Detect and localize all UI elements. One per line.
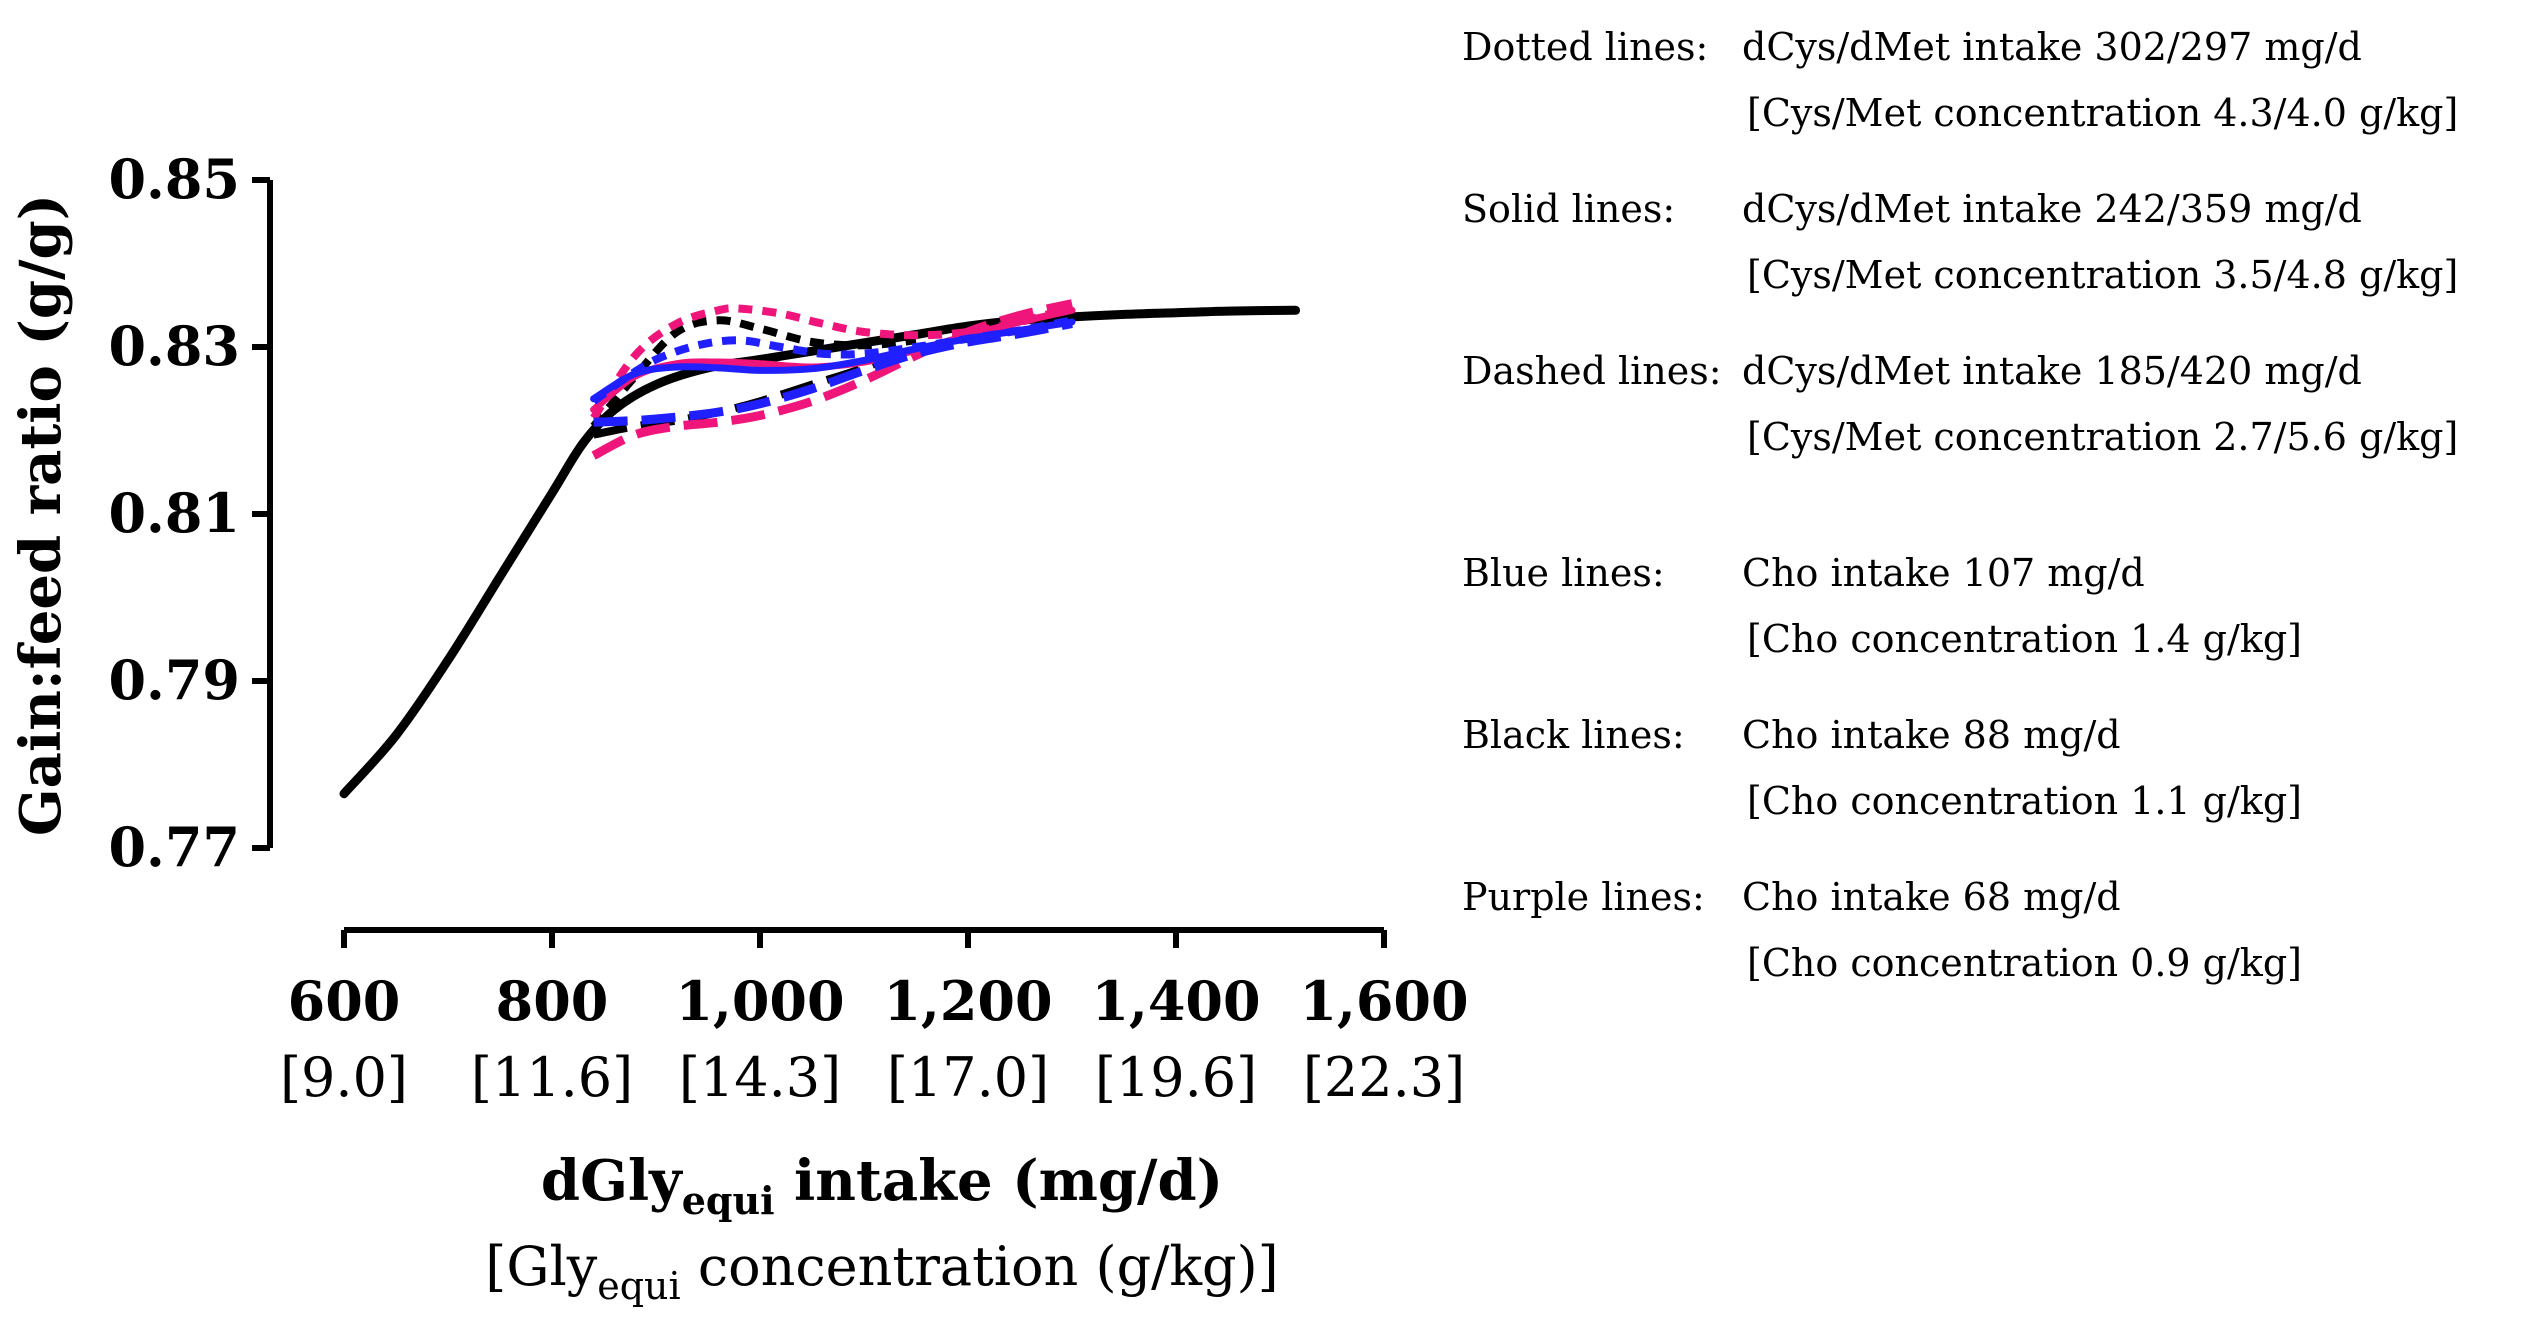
series-line-purple-dotted: [590, 303, 1074, 421]
y-tick-label: 0.81: [108, 481, 240, 545]
legend-sub: [Cys/Met concentration 3.5/4.8 g/kg]: [1747, 253, 2459, 297]
legend-sub: [Cys/Met concentration 2.7/5.6 g/kg]: [1747, 415, 2459, 459]
series-line-blue-solid: [590, 318, 1076, 403]
x-axis-subtitle-open: [Gly: [485, 1235, 597, 1298]
x-axis-title-subscript: equi: [682, 1178, 775, 1223]
axes-layer: [267, 180, 1384, 933]
legend-sub: [Cho concentration 0.9 g/kg]: [1747, 941, 2302, 985]
legend-desc: dCys/dMet intake 185/420 mg/d: [1742, 349, 2362, 393]
x-axis-title: dGlyequi intake (mg/d): [541, 1148, 1223, 1223]
y-tick-label: 0.79: [108, 648, 240, 712]
x-axis-title-main: dGly: [541, 1148, 683, 1214]
x-axis-subtitle-rest: concentration (g/kg)]: [681, 1235, 1279, 1298]
legend-desc: Cho intake 88 mg/d: [1742, 713, 2121, 757]
x-tick-sublabel: [11.6]: [471, 1046, 633, 1109]
legend-sub: [Cho concentration 1.1 g/kg]: [1747, 779, 2302, 823]
x-tick-sublabel: [17.0]: [887, 1046, 1049, 1109]
legend-entry-dotted: Dotted lines: dCys/dMet intake 302/297 mg…: [1462, 14, 2522, 146]
legend-sub: [Cho concentration 1.4 g/kg]: [1747, 617, 2302, 661]
series-line-black-solid: [339, 305, 1301, 799]
legend-desc: Cho intake 68 mg/d: [1742, 875, 2121, 919]
legend-key: Blue lines:: [1462, 551, 1665, 595]
x-tick-sublabel: [22.3]: [1303, 1046, 1465, 1109]
x-tick-label: 1,200: [883, 969, 1052, 1033]
legend-key: Solid lines:: [1462, 187, 1676, 231]
x-tick-sublabel: [9.0]: [280, 1046, 408, 1109]
legend: Dotted lines: dCys/dMet intake 302/297 mg…: [1462, 14, 2522, 996]
legend-sub: [Cys/Met concentration 4.3/4.0 g/kg]: [1747, 91, 2459, 135]
legend-entry-solid: Solid lines: dCys/dMet intake 242/359 mg/…: [1462, 176, 2522, 308]
legend-desc: Cho intake 107 mg/d: [1742, 551, 2145, 595]
x-tick-sublabel: [14.3]: [679, 1046, 841, 1109]
series-line-purple-dashed: [591, 299, 1073, 460]
x-tick-label: 1,000: [675, 969, 844, 1033]
x-axis-subtitle-subscript: equi: [597, 1264, 680, 1308]
x-tick-sublabel: [19.6]: [1095, 1046, 1257, 1109]
legend-entry-purple: Purple lines: Cho intake 68 mg/d [Cho con…: [1462, 864, 2522, 996]
legend-key: Black lines:: [1462, 713, 1685, 757]
y-tick-label: 0.85: [108, 147, 240, 211]
legend-desc: dCys/dMet intake 242/359 mg/d: [1742, 187, 2362, 231]
legend-entry-dashed: Dashed lines: dCys/dMet intake 185/420 mg…: [1462, 338, 2522, 470]
y-tick-label: 0.77: [108, 815, 240, 879]
legend-key: Dotted lines:: [1462, 25, 1709, 69]
series-line-blue-dashed: [593, 319, 1073, 427]
x-tick-label: 800: [496, 969, 609, 1033]
legend-key: Purple lines:: [1462, 875, 1705, 919]
x-axis-title-rest: intake (mg/d): [775, 1148, 1224, 1214]
legend-desc: dCys/dMet intake 302/297 mg/d: [1742, 25, 2362, 69]
series-line-black-dotted: [590, 316, 917, 429]
y-tick-label: 0.83: [108, 314, 240, 378]
x-tick-label: 600: [288, 969, 401, 1033]
ticks-layer: 0.77 0.79 0.81 0.83 0.85 600 [9.0] 800 [11.6] 1,0…: [108, 147, 1468, 1109]
legend-key: Dashed lines:: [1462, 349, 1722, 393]
x-axis-subtitle: [Glyequi concentration (g/kg)]: [485, 1235, 1279, 1308]
series-layer: [339, 299, 1301, 799]
x-tick-label: 1,600: [1299, 969, 1468, 1033]
y-axis-title: Gain:feed ratio (g/g): [8, 194, 74, 836]
legend-entry-black: Black lines: Cho intake 88 mg/d [Cho conc…: [1462, 702, 2522, 834]
x-tick-label: 1,400: [1091, 969, 1260, 1033]
legend-entry-blue: Blue lines: Cho intake 107 mg/d [Cho conc…: [1462, 540, 2522, 672]
